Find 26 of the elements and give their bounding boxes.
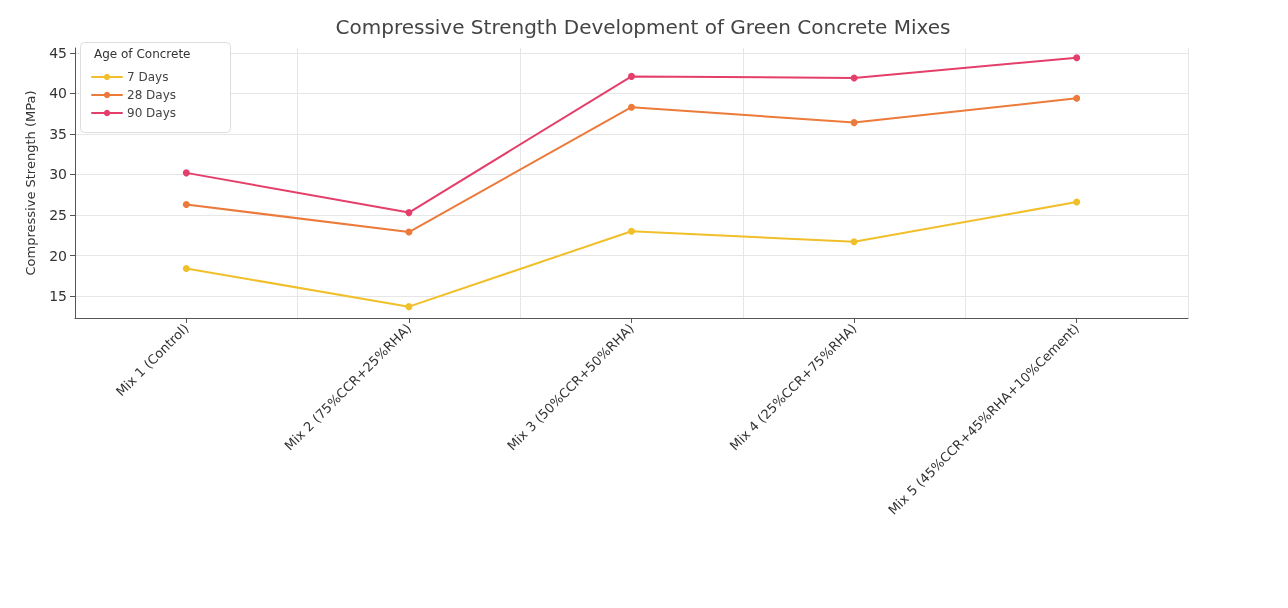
y-tick-label: 45 bbox=[49, 44, 67, 61]
legend-label: 28 Days bbox=[127, 88, 177, 102]
point bbox=[182, 265, 190, 273]
point bbox=[628, 103, 635, 111]
y-tick-label: 35 bbox=[49, 125, 67, 142]
y-tick-label: 15 bbox=[49, 288, 67, 305]
chart-title: Compressive Strength Development of Green Concrete Mixes bbox=[335, 15, 951, 39]
point bbox=[1073, 94, 1081, 102]
legend-title: Age of Concrete bbox=[94, 47, 191, 61]
point bbox=[1073, 198, 1081, 206]
point bbox=[182, 169, 190, 177]
y-tick-label: 25 bbox=[49, 207, 67, 224]
point bbox=[405, 209, 413, 217]
point bbox=[850, 238, 858, 246]
point bbox=[628, 227, 635, 235]
y-tick-label: 20 bbox=[49, 247, 67, 264]
point bbox=[850, 119, 858, 127]
point bbox=[1073, 54, 1081, 62]
point bbox=[182, 200, 190, 208]
legend-label: 90 Days bbox=[127, 106, 177, 120]
y-axis-title: Compressive Strength (MPa) bbox=[23, 90, 38, 276]
point bbox=[405, 303, 413, 311]
y-tick-label: 30 bbox=[49, 166, 67, 183]
y-tick-label: 40 bbox=[49, 85, 67, 102]
point bbox=[628, 72, 635, 80]
legend-label: 7 Days bbox=[127, 70, 169, 84]
